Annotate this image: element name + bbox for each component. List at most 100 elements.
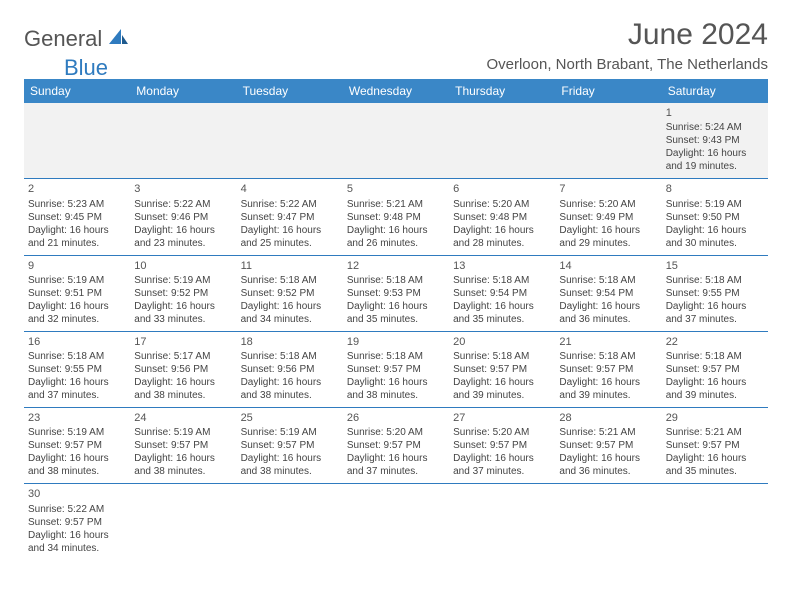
daylight-line: Daylight: 16 hours and 21 minutes. <box>28 224 126 250</box>
month-title: June 2024 <box>486 18 768 52</box>
sunset-line: Sunset: 9:57 PM <box>453 439 551 452</box>
sunrise-line: Sunrise: 5:18 AM <box>241 350 339 363</box>
day-cell: 19Sunrise: 5:18 AMSunset: 9:57 PMDayligh… <box>343 331 449 407</box>
sunrise-line: Sunrise: 5:18 AM <box>559 350 657 363</box>
day-cell: 23Sunrise: 5:19 AMSunset: 9:57 PMDayligh… <box>24 408 130 484</box>
calendar-row: 2Sunrise: 5:23 AMSunset: 9:45 PMDaylight… <box>24 179 768 255</box>
day-cell: 1Sunrise: 5:24 AMSunset: 9:43 PMDaylight… <box>662 103 768 179</box>
daylight-line: Daylight: 16 hours and 37 minutes. <box>28 376 126 402</box>
sunset-line: Sunset: 9:55 PM <box>28 363 126 376</box>
sail-icon <box>106 27 130 52</box>
sunrise-line: Sunrise: 5:21 AM <box>559 426 657 439</box>
day-cell: 26Sunrise: 5:20 AMSunset: 9:57 PMDayligh… <box>343 408 449 484</box>
title-block: June 2024 Overloon, North Brabant, The N… <box>486 18 768 73</box>
location: Overloon, North Brabant, The Netherlands <box>486 56 768 73</box>
sunrise-line: Sunrise: 5:21 AM <box>666 426 764 439</box>
day-cell: 13Sunrise: 5:18 AMSunset: 9:54 PMDayligh… <box>449 255 555 331</box>
daylight-line: Daylight: 16 hours and 39 minutes. <box>666 376 764 402</box>
day-number: 9 <box>28 259 126 273</box>
daylight-line: Daylight: 16 hours and 36 minutes. <box>559 452 657 478</box>
day-cell: 28Sunrise: 5:21 AMSunset: 9:57 PMDayligh… <box>555 408 661 484</box>
calendar-row: 30Sunrise: 5:22 AMSunset: 9:57 PMDayligh… <box>24 484 768 560</box>
day-cell: 21Sunrise: 5:18 AMSunset: 9:57 PMDayligh… <box>555 331 661 407</box>
daylight-line: Daylight: 16 hours and 32 minutes. <box>28 300 126 326</box>
sunrise-line: Sunrise: 5:22 AM <box>28 503 126 516</box>
day-number: 10 <box>134 259 232 273</box>
daylight-line: Daylight: 16 hours and 38 minutes. <box>134 376 232 402</box>
sunrise-line: Sunrise: 5:22 AM <box>134 198 232 211</box>
sunset-line: Sunset: 9:57 PM <box>347 439 445 452</box>
sunset-line: Sunset: 9:43 PM <box>666 134 764 147</box>
daylight-line: Daylight: 16 hours and 38 minutes. <box>28 452 126 478</box>
sunrise-line: Sunrise: 5:19 AM <box>134 274 232 287</box>
sunrise-line: Sunrise: 5:22 AM <box>241 198 339 211</box>
sunrise-line: Sunrise: 5:23 AM <box>28 198 126 211</box>
daylight-line: Daylight: 16 hours and 39 minutes. <box>453 376 551 402</box>
day-cell: 14Sunrise: 5:18 AMSunset: 9:54 PMDayligh… <box>555 255 661 331</box>
sunset-line: Sunset: 9:51 PM <box>28 287 126 300</box>
sunrise-line: Sunrise: 5:20 AM <box>559 198 657 211</box>
calendar-row: 23Sunrise: 5:19 AMSunset: 9:57 PMDayligh… <box>24 408 768 484</box>
sunset-line: Sunset: 9:53 PM <box>347 287 445 300</box>
sunset-line: Sunset: 9:57 PM <box>666 439 764 452</box>
daylight-line: Daylight: 16 hours and 28 minutes. <box>453 224 551 250</box>
day-cell: 24Sunrise: 5:19 AMSunset: 9:57 PMDayligh… <box>130 408 236 484</box>
day-cell: 16Sunrise: 5:18 AMSunset: 9:55 PMDayligh… <box>24 331 130 407</box>
daylight-line: Daylight: 16 hours and 23 minutes. <box>134 224 232 250</box>
daylight-line: Daylight: 16 hours and 34 minutes. <box>28 529 126 555</box>
calendar-table: SundayMondayTuesdayWednesdayThursdayFrid… <box>24 79 768 560</box>
day-cell: 18Sunrise: 5:18 AMSunset: 9:56 PMDayligh… <box>237 331 343 407</box>
sunrise-line: Sunrise: 5:18 AM <box>241 274 339 287</box>
sunset-line: Sunset: 9:57 PM <box>453 363 551 376</box>
day-cell: 22Sunrise: 5:18 AMSunset: 9:57 PMDayligh… <box>662 331 768 407</box>
empty-cell <box>343 484 449 560</box>
daylight-line: Daylight: 16 hours and 35 minutes. <box>347 300 445 326</box>
daylight-line: Daylight: 16 hours and 35 minutes. <box>666 452 764 478</box>
day-cell: 11Sunrise: 5:18 AMSunset: 9:52 PMDayligh… <box>237 255 343 331</box>
day-number: 14 <box>559 259 657 273</box>
sunrise-line: Sunrise: 5:17 AM <box>134 350 232 363</box>
day-cell: 10Sunrise: 5:19 AMSunset: 9:52 PMDayligh… <box>130 255 236 331</box>
sunset-line: Sunset: 9:57 PM <box>666 363 764 376</box>
daylight-line: Daylight: 16 hours and 39 minutes. <box>559 376 657 402</box>
sunrise-line: Sunrise: 5:24 AM <box>666 121 764 134</box>
sunset-line: Sunset: 9:45 PM <box>28 211 126 224</box>
day-number: 17 <box>134 335 232 349</box>
empty-cell <box>343 103 449 179</box>
day-number: 26 <box>347 411 445 425</box>
empty-cell <box>24 103 130 179</box>
logo-text-blue: Blue <box>64 55 108 81</box>
sunset-line: Sunset: 9:48 PM <box>453 211 551 224</box>
day-number: 27 <box>453 411 551 425</box>
sunrise-line: Sunrise: 5:20 AM <box>453 426 551 439</box>
day-cell: 17Sunrise: 5:17 AMSunset: 9:56 PMDayligh… <box>130 331 236 407</box>
day-number: 13 <box>453 259 551 273</box>
sunset-line: Sunset: 9:49 PM <box>559 211 657 224</box>
sunrise-line: Sunrise: 5:19 AM <box>28 274 126 287</box>
day-number: 29 <box>666 411 764 425</box>
day-number: 23 <box>28 411 126 425</box>
day-number: 7 <box>559 182 657 196</box>
sunset-line: Sunset: 9:57 PM <box>559 363 657 376</box>
sunrise-line: Sunrise: 5:18 AM <box>453 274 551 287</box>
sunset-line: Sunset: 9:50 PM <box>666 211 764 224</box>
sunset-line: Sunset: 9:57 PM <box>28 439 126 452</box>
empty-cell <box>555 103 661 179</box>
day-header-tuesday: Tuesday <box>237 79 343 103</box>
sunset-line: Sunset: 9:57 PM <box>559 439 657 452</box>
daylight-line: Daylight: 16 hours and 33 minutes. <box>134 300 232 326</box>
sunset-line: Sunset: 9:52 PM <box>241 287 339 300</box>
day-header-sunday: Sunday <box>24 79 130 103</box>
day-header-wednesday: Wednesday <box>343 79 449 103</box>
sunrise-line: Sunrise: 5:21 AM <box>347 198 445 211</box>
day-cell: 9Sunrise: 5:19 AMSunset: 9:51 PMDaylight… <box>24 255 130 331</box>
day-cell: 20Sunrise: 5:18 AMSunset: 9:57 PMDayligh… <box>449 331 555 407</box>
sunrise-line: Sunrise: 5:20 AM <box>453 198 551 211</box>
calendar-row: 1Sunrise: 5:24 AMSunset: 9:43 PMDaylight… <box>24 103 768 179</box>
logo: General <box>24 18 132 52</box>
daylight-line: Daylight: 16 hours and 30 minutes. <box>666 224 764 250</box>
sunrise-line: Sunrise: 5:19 AM <box>28 426 126 439</box>
day-cell: 27Sunrise: 5:20 AMSunset: 9:57 PMDayligh… <box>449 408 555 484</box>
day-cell: 2Sunrise: 5:23 AMSunset: 9:45 PMDaylight… <box>24 179 130 255</box>
sunset-line: Sunset: 9:57 PM <box>134 439 232 452</box>
